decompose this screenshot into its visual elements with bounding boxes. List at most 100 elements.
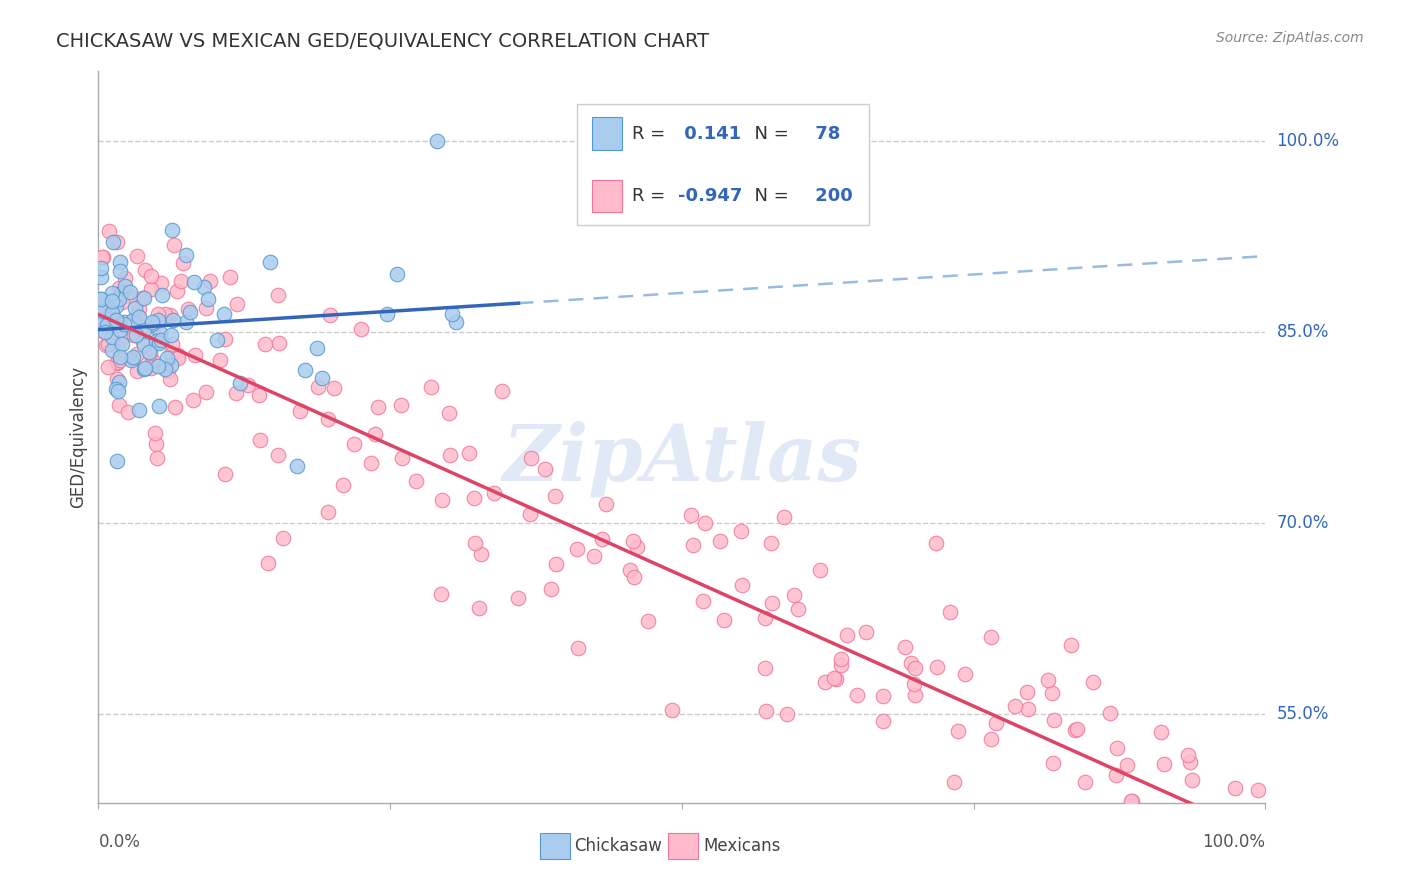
Point (214, 307, 236, 321)
Text: R =: R = (631, 186, 671, 204)
Point (149, 277, 172, 291)
Point (808, 563, 831, 577)
Point (482, 485, 505, 500)
Point (253, 336, 276, 351)
Point (595, 497, 617, 511)
Point (458, 446, 481, 460)
Point (108, 350, 131, 364)
Point (101, 235, 124, 250)
Point (159, 372, 181, 386)
Point (195, 301, 218, 316)
Point (257, 556, 280, 570)
Point (583, 549, 606, 564)
Point (1004, 699, 1026, 714)
Point (903, 676, 925, 690)
Point (105, 355, 128, 369)
Point (444, 315, 467, 329)
Text: 100.0%: 100.0% (1277, 132, 1340, 151)
Point (942, 775, 965, 789)
Point (755, 704, 778, 718)
Point (540, 582, 562, 596)
Point (91, 315, 114, 329)
Point (101, 306, 124, 320)
Point (107, 384, 129, 398)
Point (108, 353, 131, 368)
Point (153, 307, 176, 321)
Point (814, 675, 837, 690)
Point (156, 351, 179, 365)
Point (713, 613, 735, 627)
Point (1181, 772, 1204, 787)
Point (118, 289, 141, 303)
Point (830, 652, 852, 666)
Point (1254, 825, 1277, 839)
Point (322, 381, 344, 395)
Point (166, 348, 188, 362)
Point (108, 398, 131, 412)
Point (108, 292, 131, 306)
Point (111, 336, 134, 351)
Point (591, 532, 613, 546)
Point (108, 255, 131, 269)
Point (1060, 638, 1083, 652)
Point (316, 411, 339, 425)
Text: 100.0%: 100.0% (1202, 833, 1265, 851)
Point (360, 456, 382, 470)
Point (285, 458, 308, 473)
Text: 78: 78 (808, 125, 841, 143)
Point (160, 223, 183, 237)
Point (305, 342, 328, 356)
Point (1116, 757, 1139, 772)
Point (271, 532, 294, 546)
Point (98, 309, 121, 323)
Point (1042, 756, 1064, 770)
Point (470, 548, 492, 562)
Point (159, 358, 181, 372)
Text: 85.0%: 85.0% (1277, 323, 1329, 341)
FancyBboxPatch shape (592, 179, 623, 211)
Point (134, 323, 156, 337)
Point (125, 328, 148, 343)
Point (439, 448, 461, 462)
Point (90, 293, 112, 307)
Point (364, 427, 387, 442)
Point (1038, 673, 1060, 688)
Point (679, 508, 702, 522)
Point (1121, 794, 1143, 808)
Point (391, 451, 413, 466)
Point (1153, 756, 1175, 771)
Point (872, 714, 894, 728)
Point (318, 505, 340, 519)
Point (143, 425, 166, 440)
Point (214, 467, 236, 481)
Point (520, 450, 543, 465)
Point (193, 280, 215, 294)
Text: N =: N = (742, 125, 794, 143)
Point (90, 269, 112, 284)
Point (387, 267, 409, 281)
Point (177, 301, 200, 316)
Point (761, 596, 783, 610)
Point (145, 451, 167, 466)
Point (709, 534, 731, 549)
Point (894, 640, 917, 654)
Point (1109, 860, 1132, 874)
Point (830, 658, 852, 673)
Point (184, 348, 207, 362)
Point (464, 536, 486, 550)
Point (91, 251, 114, 265)
Point (1107, 740, 1129, 755)
Point (174, 315, 197, 329)
Point (117, 405, 139, 419)
Point (491, 384, 513, 398)
Text: Source: ZipAtlas.com: Source: ZipAtlas.com (1216, 31, 1364, 45)
Point (128, 403, 150, 417)
Point (1247, 783, 1270, 797)
Point (953, 666, 976, 681)
Point (159, 308, 181, 322)
Point (463, 491, 485, 505)
Point (143, 318, 166, 333)
Point (105, 453, 128, 467)
Point (93, 325, 115, 339)
Point (1042, 686, 1064, 700)
